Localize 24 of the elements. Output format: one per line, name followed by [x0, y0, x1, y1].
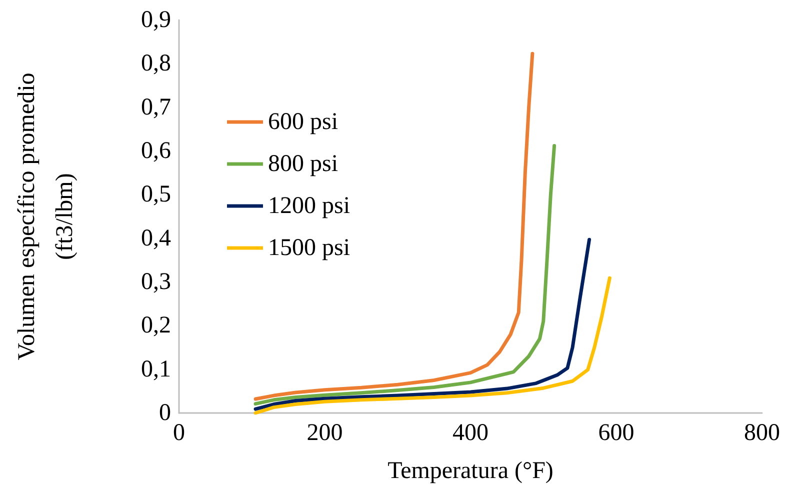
line-series — [254, 52, 534, 401]
y-axis-title: Volumen específico promedio (ft3/lbm) — [14, 72, 78, 360]
y-tick-label: 0,6 — [141, 138, 171, 164]
legend-label: 1200 psi — [268, 193, 350, 219]
x-tick-label: 200 — [306, 420, 343, 446]
y-tick-label: 0,5 — [141, 182, 171, 208]
y-tick-label: 0,2 — [141, 312, 171, 339]
x-tick-label: 600 — [598, 420, 634, 446]
legend-label: 800 psi — [268, 151, 338, 177]
y-tick-label: 0,4 — [141, 225, 171, 252]
y-tick-label: 0,1 — [141, 356, 171, 382]
x-tick-label: 800 — [744, 420, 780, 446]
y-tick-label: 0,3 — [141, 269, 171, 295]
line-series — [254, 276, 612, 415]
line-series — [254, 238, 592, 411]
y-tick-label: 0,8 — [141, 50, 171, 77]
legend-label: 1500 psi — [268, 235, 350, 261]
y-tick-label: 0,9 — [141, 7, 171, 33]
y-tick-label: 0,7 — [141, 94, 171, 120]
x-tick-label: 400 — [452, 420, 488, 446]
x-axis-title: Temperatura (°F) — [388, 458, 554, 484]
y-tick-label: 0 — [159, 400, 171, 426]
legend-label: 600 psi — [268, 109, 338, 135]
line-series — [254, 144, 556, 406]
